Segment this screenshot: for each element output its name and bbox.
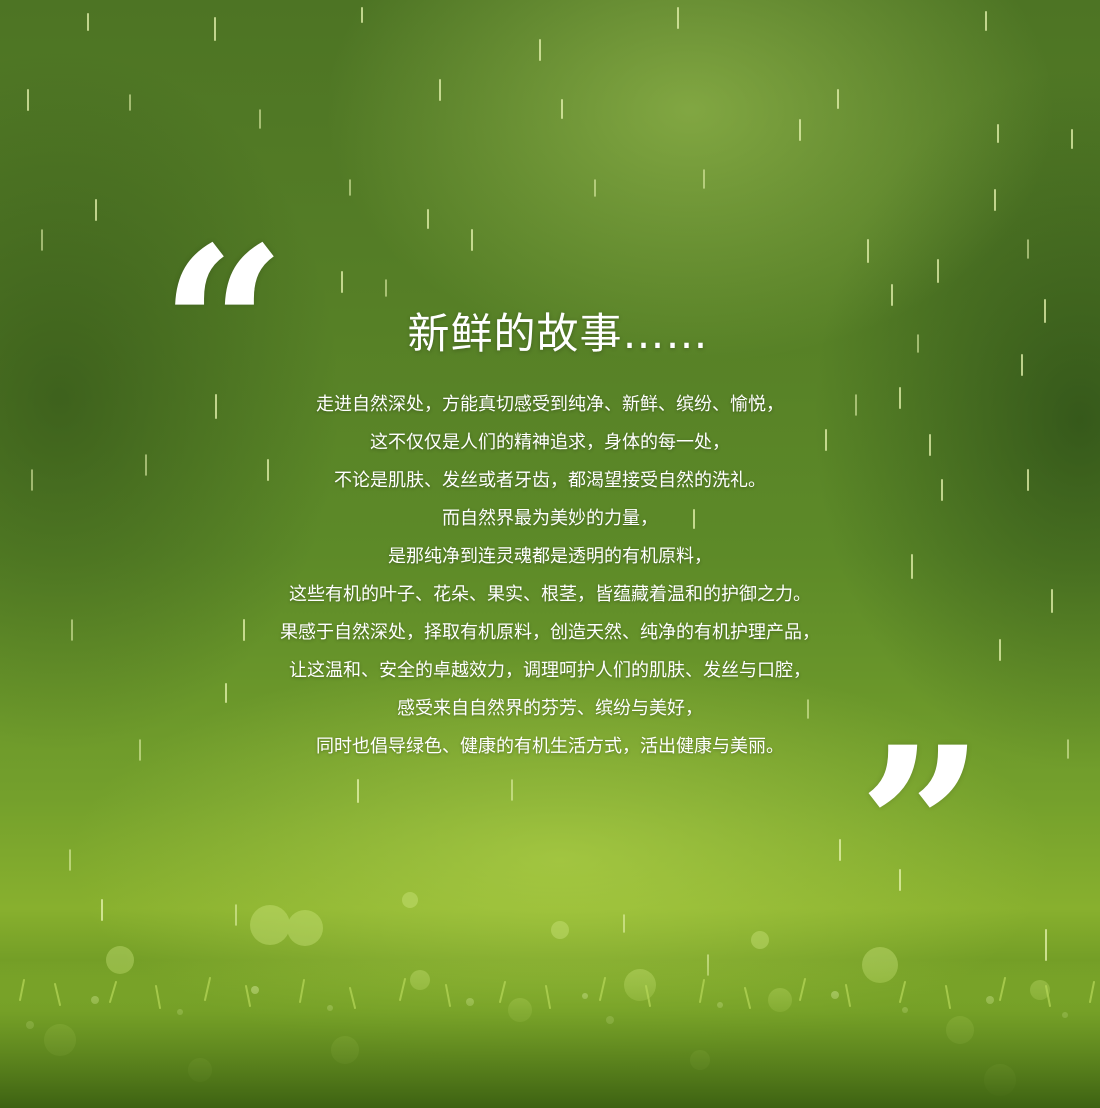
story-line-8: 让这温和、安全的卓越效力，调理呵护人们的肌肤、发丝与口腔， (289, 660, 811, 681)
story-line-5: 是那纯净到连灵魂都是透明的有机原料， (388, 546, 712, 567)
story-paragraph: 走进自然深处，方能真切感受到纯净、新鲜、缤纷、愉悦， 这不仅仅是人们的精神追求，… (0, 386, 1100, 766)
close-quote-mark: ” (858, 718, 985, 848)
story-line-1: 走进自然深处，方能真切感受到纯净、新鲜、缤纷、愉悦， (316, 394, 784, 415)
story-line-3: 不论是肌肤、发丝或者牙齿，都渴望接受自然的洗礼。 (334, 470, 766, 491)
story-line-9: 感受来自自然界的芬芳、缤纷与美好， (397, 698, 703, 719)
story-line-4: 而自然界最为美妙的力量， (442, 508, 658, 529)
story-line-10: 同时也倡导绿色、健康的有机生活方式，活出健康与美丽。 (316, 736, 784, 757)
story-line-2: 这不仅仅是人们的精神追求，身体的每一处， (370, 432, 730, 453)
page-title: 新鲜的故事…… (407, 309, 709, 358)
story-line-7: 果感于自然深处，择取有机原料，创造天然、纯净的有机护理产品， (280, 622, 820, 643)
story-line-6: 这些有机的叶子、花朵、果实、根茎，皆蕴藏着温和的护御之力。 (289, 584, 811, 605)
open-quote-mark: “ (160, 218, 287, 348)
